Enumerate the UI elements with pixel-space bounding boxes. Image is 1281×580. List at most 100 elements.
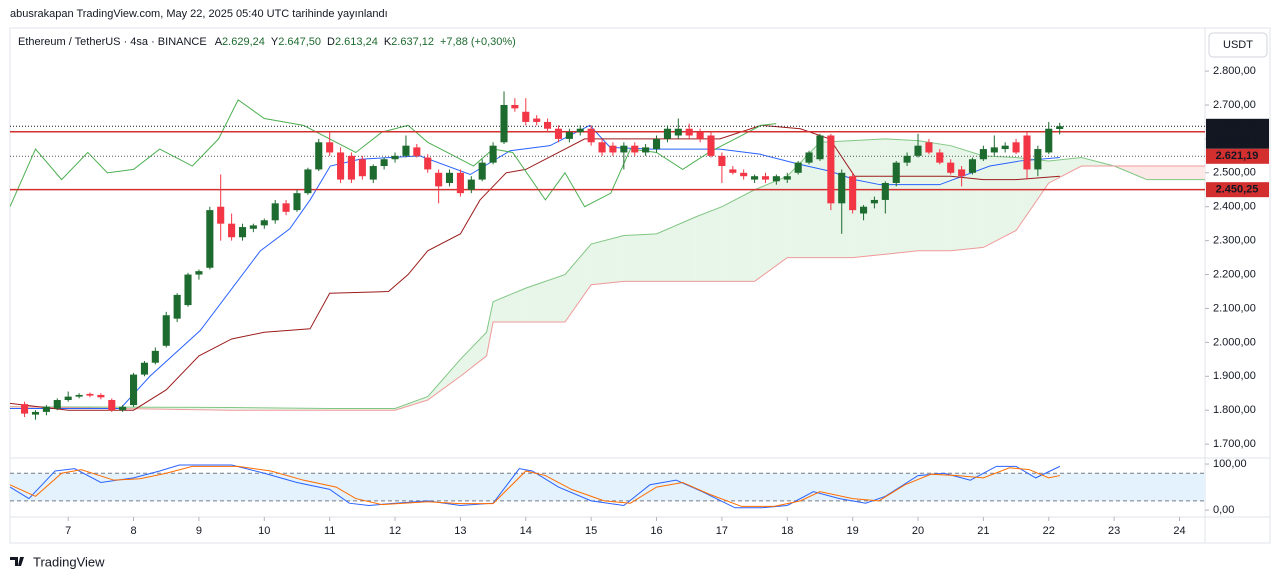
y-tick-label: 2.700,00 bbox=[1213, 99, 1256, 111]
candle-body bbox=[533, 118, 541, 122]
legend-key: A bbox=[215, 36, 223, 48]
candle-body bbox=[478, 162, 486, 180]
candle-body bbox=[1045, 128, 1053, 153]
legend-change: +7,88 (+0,30%) bbox=[440, 36, 516, 48]
price-label-box bbox=[1206, 118, 1269, 149]
currency-box[interactable] bbox=[1208, 32, 1268, 58]
candle-body bbox=[751, 176, 759, 180]
cloud-fill bbox=[819, 140, 853, 258]
price-label-box bbox=[1206, 182, 1269, 198]
x-tick-label: 19 bbox=[847, 525, 859, 537]
x-tick-label: 11 bbox=[324, 525, 335, 537]
x-tick-label: 15 bbox=[585, 525, 597, 537]
cloud-fill bbox=[623, 233, 657, 282]
candle-body bbox=[456, 172, 464, 194]
brand: TradingView bbox=[10, 554, 105, 569]
candle-body bbox=[173, 294, 181, 319]
candle-body bbox=[979, 149, 987, 160]
cloud-span bbox=[10, 165, 1205, 411]
candle-body bbox=[119, 406, 127, 411]
x-tick-label: 23 bbox=[1108, 525, 1120, 537]
candle-body bbox=[31, 411, 40, 415]
candle-body bbox=[849, 176, 857, 211]
cloud-fill bbox=[852, 138, 886, 258]
candle-body bbox=[663, 128, 671, 139]
candle-body bbox=[271, 203, 279, 221]
candle-body bbox=[140, 362, 149, 375]
candle-body bbox=[86, 393, 94, 396]
candle-body bbox=[761, 176, 770, 180]
candle-body bbox=[947, 162, 955, 173]
candle-body bbox=[249, 225, 257, 229]
candle-body bbox=[380, 159, 388, 167]
brand-text: TradingView bbox=[33, 554, 105, 569]
x-tick-label: 18 bbox=[781, 525, 793, 537]
currency[interactable]: USDT bbox=[1223, 39, 1253, 51]
candle-body bbox=[576, 128, 584, 133]
candle-body bbox=[685, 128, 693, 136]
osc-band bbox=[10, 473, 1205, 501]
candle-body bbox=[304, 169, 312, 194]
candle-body bbox=[500, 104, 508, 143]
candle-body bbox=[162, 315, 170, 346]
candle-body bbox=[21, 404, 29, 414]
y-tick-label: 2.800,00 bbox=[1213, 65, 1256, 77]
header: abusrakapan TradingView.com, May 22, 202… bbox=[10, 8, 388, 20]
candle-body bbox=[925, 142, 933, 153]
cloud-fill bbox=[983, 155, 1017, 248]
candle-body bbox=[522, 111, 530, 122]
candle-body bbox=[936, 152, 944, 163]
candle-body bbox=[108, 400, 116, 411]
y-tick-label: 2.300,00 bbox=[1213, 235, 1256, 247]
cloud-fill bbox=[565, 244, 592, 323]
legend-key: Y bbox=[271, 36, 279, 48]
countdown: 02:19:12 bbox=[1216, 135, 1259, 147]
y-tick-label: 2.200,00 bbox=[1213, 268, 1256, 280]
oscillator-pane bbox=[10, 464, 1205, 509]
candle-body bbox=[881, 182, 889, 200]
candle-body bbox=[337, 152, 345, 180]
cloud-fill bbox=[460, 332, 487, 377]
candle-body bbox=[435, 172, 443, 187]
candle-body bbox=[1034, 149, 1042, 170]
candle-body bbox=[860, 206, 868, 214]
candle-body bbox=[130, 374, 138, 406]
y-tick-label: 2.400,00 bbox=[1213, 201, 1256, 213]
legend: Ethereum / TetherUS · 4sa · BINANCE A2.62… bbox=[18, 36, 516, 48]
price-label: 2.621,19 bbox=[1216, 150, 1259, 162]
osc-line bbox=[10, 465, 1060, 507]
x-tick-label: 12 bbox=[389, 525, 401, 537]
legend-value: 2.647,50 bbox=[278, 36, 321, 48]
y-tick-label: 1.700,00 bbox=[1213, 438, 1256, 450]
cloud-fill bbox=[721, 189, 755, 282]
candle-body bbox=[369, 166, 377, 180]
price-label: 2.450,25 bbox=[1216, 184, 1259, 196]
candle-body bbox=[358, 159, 366, 177]
candle-body bbox=[511, 104, 519, 109]
x-tick-label: 14 bbox=[520, 525, 532, 537]
candle-body bbox=[827, 135, 835, 204]
osc-tick-label: 100,00 bbox=[1213, 458, 1247, 470]
candle-body bbox=[64, 396, 72, 401]
candle-body bbox=[729, 169, 737, 173]
candle-body bbox=[783, 176, 791, 180]
x-tick-label: 16 bbox=[650, 525, 662, 537]
candle-body bbox=[674, 128, 682, 136]
legend-key: K bbox=[384, 36, 392, 48]
candle-body bbox=[565, 132, 573, 139]
candle-body bbox=[816, 135, 824, 160]
candle-body bbox=[740, 172, 748, 177]
candle-body bbox=[696, 132, 704, 139]
brand-logo bbox=[10, 557, 24, 566]
candle-body bbox=[402, 145, 410, 156]
legend-symbol: Ethereum / TetherUS · 4sa · BINANCE bbox=[18, 36, 207, 48]
cloud-fill bbox=[918, 140, 951, 251]
indicator-line bbox=[10, 124, 1060, 411]
legend-value: 2.629,24 bbox=[222, 36, 265, 48]
candle-body bbox=[489, 145, 497, 163]
x-tick-label: 10 bbox=[258, 525, 270, 537]
x-tick-label: 7 bbox=[65, 525, 71, 537]
x-tick-label: 17 bbox=[716, 525, 728, 537]
cloud-fill bbox=[695, 206, 722, 282]
candle-body bbox=[206, 210, 214, 268]
